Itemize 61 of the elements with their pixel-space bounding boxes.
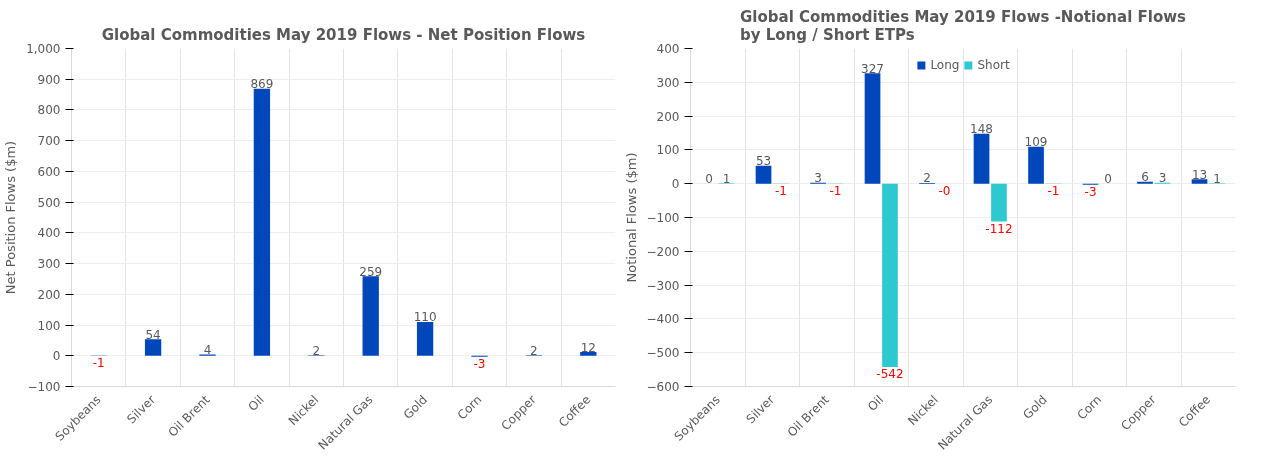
data-label: 53 bbox=[755, 154, 772, 169]
data-label: -112 bbox=[985, 221, 1013, 236]
data-label: 4 bbox=[203, 342, 212, 357]
data-label: -3 bbox=[1084, 184, 1097, 199]
data-label: 0 bbox=[1104, 172, 1112, 187]
data-label: 2 bbox=[312, 343, 321, 358]
chart-title: Global Commodities May 2019 Flows -Notional Flows by Long / Short ETPs bbox=[740, 7, 1187, 44]
y-tick-label: −600 bbox=[646, 380, 680, 394]
y-tick-label: 100 bbox=[37, 318, 61, 333]
y-tick-label: 400 bbox=[37, 226, 61, 241]
y-tick-label: 800 bbox=[37, 103, 61, 118]
y-tick-label: 100 bbox=[656, 143, 680, 158]
x-tick-label: Oil bbox=[864, 392, 887, 414]
legend-label: Short bbox=[977, 58, 1010, 72]
y-tick-label: 200 bbox=[37, 287, 61, 302]
data-label: 6 bbox=[1141, 170, 1149, 185]
data-label: 13 bbox=[1191, 167, 1208, 182]
y-tick-label: 700 bbox=[37, 134, 61, 149]
y-tick-label: 0 bbox=[671, 177, 680, 192]
data-label: 1 bbox=[722, 171, 731, 186]
data-label: 2 bbox=[530, 343, 538, 358]
y-tick-label: 0 bbox=[52, 349, 61, 364]
y-tick-label: −300 bbox=[646, 278, 680, 293]
data-label: -1 bbox=[829, 184, 842, 199]
data-label: 259 bbox=[359, 264, 383, 279]
chart-title: Global Commodities May 2019 Flows - Net Position Flows bbox=[101, 25, 586, 44]
y-tick-label: 400 bbox=[656, 42, 680, 56]
data-label: 3 bbox=[1158, 171, 1167, 186]
data-label: 327 bbox=[861, 61, 884, 76]
data-label: 3 bbox=[814, 171, 822, 186]
data-label: 148 bbox=[970, 122, 993, 137]
y-tick-label: −500 bbox=[646, 346, 680, 361]
data-label: 0 bbox=[705, 172, 713, 187]
y-axis-title: Notional Flows ($m) bbox=[623, 152, 639, 283]
y-tick-label: 300 bbox=[656, 75, 680, 90]
data-label: -1 bbox=[92, 356, 105, 371]
data-label: 110 bbox=[413, 310, 437, 325]
y-tick-label: −100 bbox=[27, 380, 61, 394]
y-tick-label: 600 bbox=[37, 164, 61, 179]
data-label: 12 bbox=[580, 340, 596, 355]
data-label: -0 bbox=[938, 183, 951, 198]
data-label: -1 bbox=[1047, 184, 1060, 199]
y-tick-label: 1,000 bbox=[26, 42, 61, 56]
data-label: -3 bbox=[473, 356, 486, 371]
data-label: 2 bbox=[923, 171, 931, 186]
y-tick-label: −200 bbox=[646, 244, 680, 259]
y-axis-title: Net Position Flows ($m) bbox=[3, 140, 19, 295]
x-tick-label: Oil bbox=[245, 392, 267, 414]
data-label: 869 bbox=[250, 77, 274, 92]
y-tick-label: −100 bbox=[646, 211, 680, 225]
data-label: 54 bbox=[145, 327, 161, 342]
y-tick-label: 900 bbox=[37, 72, 61, 87]
data-label: 109 bbox=[1024, 135, 1048, 150]
y-tick-label: 200 bbox=[656, 109, 680, 124]
y-tick-label: 300 bbox=[37, 257, 61, 272]
y-tick-label: −400 bbox=[646, 312, 680, 327]
data-label: -1 bbox=[774, 184, 787, 199]
data-label: -542 bbox=[876, 367, 904, 382]
data-label: 1 bbox=[1213, 171, 1221, 186]
y-tick-label: 500 bbox=[37, 195, 61, 210]
legend-label: Long bbox=[930, 58, 960, 72]
